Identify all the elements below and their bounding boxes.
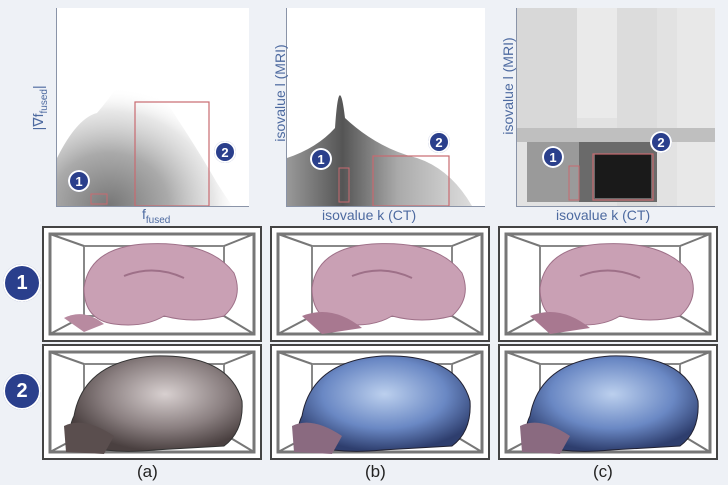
plot-b-x-axis-label: isovalue k (CT) — [322, 207, 417, 223]
render-row2-col-c — [498, 344, 718, 460]
row-1-badge: 1 — [3, 264, 41, 302]
column-label-c: (c) — [593, 462, 613, 481]
histogram-plot-c — [516, 8, 715, 207]
brain-render-1b — [276, 232, 484, 336]
brain-render-1a — [48, 232, 256, 336]
render-row2-col-a — [42, 344, 262, 460]
column-label-a: (a) — [137, 462, 158, 481]
plot-c-y-axis-label: isovalue l (MRI) — [500, 37, 516, 135]
histogram-plot-a — [56, 8, 249, 207]
render-row1-col-c — [498, 226, 718, 342]
plot-a-y-axis-label: |∇ffused| — [30, 85, 50, 131]
skull-render-2b — [276, 350, 484, 454]
histogram-a-graphic — [57, 48, 232, 206]
plot-c-region-2-badge: 2 — [650, 131, 672, 153]
histogram-b-graphic — [287, 95, 472, 206]
skull-render-2a — [48, 350, 256, 454]
render-row1-col-a — [42, 226, 262, 342]
histogram-c-graphic — [517, 8, 715, 206]
skull-render-2c — [504, 350, 712, 454]
render-row1-col-b — [270, 226, 490, 342]
plot-b-y-axis-label: isovalue l (MRI) — [272, 44, 288, 142]
plot-c-x-axis-label: isovalue k (CT) — [556, 207, 651, 223]
plot-b-region-1-badge: 1 — [310, 148, 332, 170]
plot-a-x-axis-label: ffused — [142, 206, 171, 226]
plot-b-region-2-badge: 2 — [428, 131, 450, 153]
plot-c-region-1-badge: 1 — [542, 146, 564, 168]
histogram-plot-b — [286, 8, 485, 207]
row-2-badge: 2 — [3, 372, 41, 410]
render-row2-col-b — [270, 344, 490, 460]
brain-render-1c — [504, 232, 712, 336]
plot-a-region-1-badge: 1 — [68, 170, 90, 192]
plot-a-region-2-badge: 2 — [214, 141, 236, 163]
column-label-b: (b) — [365, 462, 386, 481]
